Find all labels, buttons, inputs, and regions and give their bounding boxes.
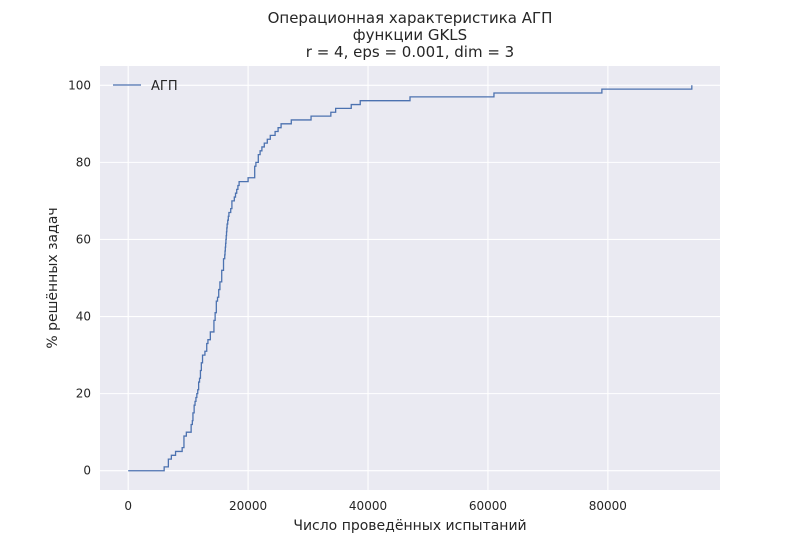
y-tick-label: 80 xyxy=(76,155,91,169)
y-tick-label: 20 xyxy=(76,387,91,401)
plot-area xyxy=(100,66,720,490)
grid-lines xyxy=(100,66,720,490)
chart-title-line-2: функции GKLS xyxy=(353,26,467,44)
x-tick-label: 60000 xyxy=(469,499,507,513)
chart-title-line-3: r = 4, eps = 0.001, dim = 3 xyxy=(306,43,514,61)
x-tick-label: 20000 xyxy=(229,499,267,513)
legend: АГП xyxy=(113,79,178,94)
legend-label: АГП xyxy=(151,79,178,94)
y-tick-label: 0 xyxy=(83,464,91,478)
y-axis-label: % решённых задач xyxy=(45,207,61,348)
y-tick-label: 40 xyxy=(76,310,91,324)
series-layer xyxy=(128,85,693,472)
y-tick-label: 60 xyxy=(76,232,91,246)
chart-title-line-1: Операционная характеристика АГП xyxy=(268,9,553,27)
y-tick-label: 100 xyxy=(68,78,91,92)
x-tick-label: 40000 xyxy=(349,499,387,513)
chart-title: Операционная характеристика АГП функции … xyxy=(268,9,553,61)
x-tick-label: 80000 xyxy=(589,499,627,513)
x-axis-label: Число проведённых испытаний xyxy=(293,518,526,534)
x-tick-label: 0 xyxy=(124,499,132,513)
tick-labels: 0 20000 40000 60000 80000 0 20 40 60 80 100 xyxy=(68,78,627,513)
series-line xyxy=(128,85,693,472)
